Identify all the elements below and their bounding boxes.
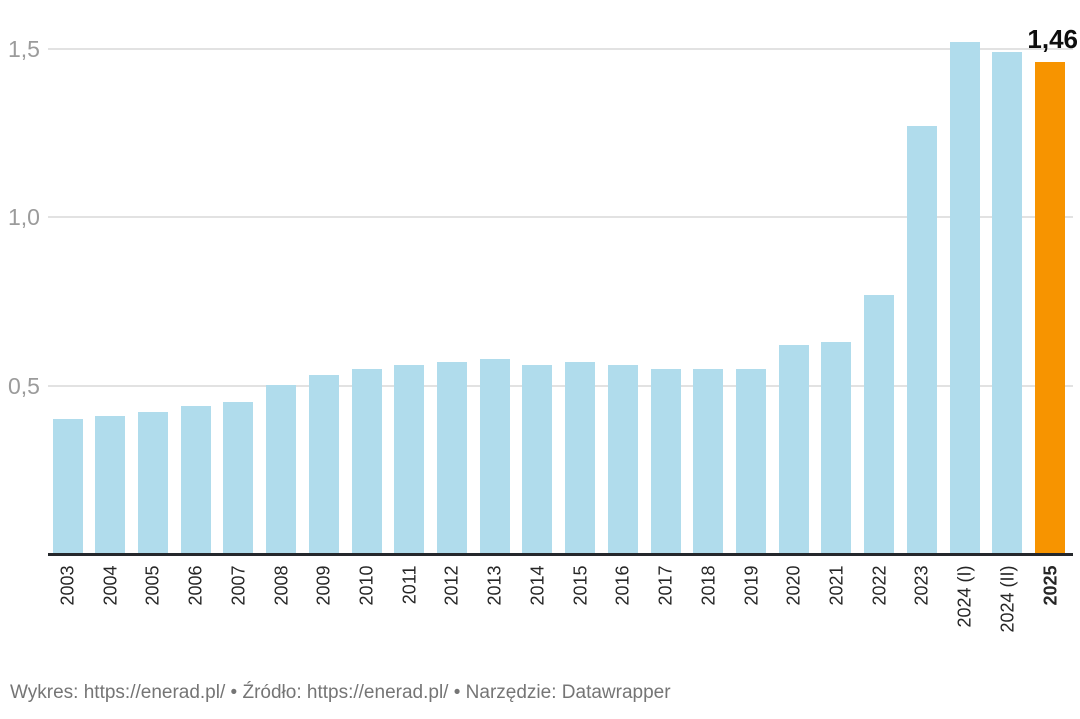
x-axis-tick-label: 2016 xyxy=(612,565,633,606)
bar-2022[interactable] xyxy=(864,295,895,554)
bar-2024-ii[interactable] xyxy=(992,52,1023,554)
x-axis-tick-label: 2007 xyxy=(228,565,249,606)
x-axis-tick-label: 2010 xyxy=(356,565,377,606)
footer-chart-link[interactable]: https://enerad.pl/ xyxy=(83,682,226,703)
bar-2010[interactable] xyxy=(351,369,382,554)
bar-2012[interactable] xyxy=(436,362,467,554)
footer-separator: • xyxy=(225,682,243,703)
bar-2005[interactable] xyxy=(137,412,168,554)
x-axis-tick-label: 2017 xyxy=(655,565,676,606)
bar-2006[interactable] xyxy=(180,406,211,554)
bar-2016[interactable] xyxy=(607,365,638,554)
y-gridline xyxy=(48,47,1073,50)
chart-footer: Wykres: https://enerad.pl/ • Źródło: htt… xyxy=(10,682,671,704)
x-axis-tick-label: 2024 (I) xyxy=(954,565,975,628)
y-axis-tick-label: 1,0 xyxy=(8,204,40,230)
bar-2023[interactable] xyxy=(906,126,937,554)
bar-2004[interactable] xyxy=(95,416,126,554)
x-axis-tick-label: 2015 xyxy=(570,565,591,606)
x-axis-tick-label: 2009 xyxy=(313,565,334,606)
bar-2011[interactable] xyxy=(394,365,425,554)
bar-2013[interactable] xyxy=(479,359,510,554)
x-axis-tick-label: 2006 xyxy=(185,565,206,606)
x-axis-tick-label: 2018 xyxy=(698,565,719,606)
highlight-value-label: 1,46 xyxy=(1027,24,1078,54)
x-axis-tick-label: 2025 xyxy=(1040,565,1061,606)
y-axis-tick-label: 0,5 xyxy=(8,372,40,399)
footer-chart-label: Wykres: xyxy=(10,682,84,703)
bar-2003[interactable] xyxy=(52,419,83,554)
bar-2014[interactable] xyxy=(522,365,553,554)
bar-2019[interactable] xyxy=(736,369,767,554)
bar-2007[interactable] xyxy=(223,402,254,554)
x-axis-tick-label: 2024 (II) xyxy=(997,565,1018,633)
bar-2025[interactable] xyxy=(1035,62,1066,554)
bar-2024-i[interactable] xyxy=(949,42,980,554)
x-axis-line xyxy=(48,553,1073,556)
x-axis-tick-label: 2020 xyxy=(783,565,804,606)
y-gridline xyxy=(48,216,1073,218)
bar-2020[interactable] xyxy=(778,345,809,554)
bar-2008[interactable] xyxy=(266,385,297,554)
bar-2015[interactable] xyxy=(565,362,596,554)
bar-2009[interactable] xyxy=(308,375,339,554)
x-axis-tick-label: 2013 xyxy=(484,565,505,606)
x-axis-tick-label: 2014 xyxy=(527,565,548,606)
y-gridline xyxy=(48,384,1073,387)
x-axis-tick-label: 2004 xyxy=(100,565,121,606)
x-axis-tick-label: 2008 xyxy=(271,565,292,606)
footer-source-link[interactable]: https://enerad.pl/ xyxy=(306,682,449,703)
x-axis-tick-label: 2003 xyxy=(57,565,78,606)
x-axis-tick-label: 2019 xyxy=(741,565,762,606)
footer-tool-label: Narzędzie: xyxy=(465,682,562,703)
bar-2018[interactable] xyxy=(693,369,724,554)
x-axis-tick-label: 2012 xyxy=(441,565,462,606)
bar-2017[interactable] xyxy=(650,369,681,554)
x-axis-tick-label: 2021 xyxy=(826,565,847,606)
x-axis-tick-label: 2023 xyxy=(911,565,932,606)
x-axis-tick-label: 2011 xyxy=(399,565,420,604)
x-axis-tick-label: 2022 xyxy=(869,565,890,606)
x-axis-tick-label: 2005 xyxy=(142,565,163,606)
bar-2021[interactable] xyxy=(821,342,852,554)
y-axis-tick-label: 1,5 xyxy=(8,35,40,62)
footer-source-label: Źródło: xyxy=(242,682,307,703)
footer-tool-name: Datawrapper xyxy=(561,682,671,703)
footer-separator: • xyxy=(448,682,466,703)
